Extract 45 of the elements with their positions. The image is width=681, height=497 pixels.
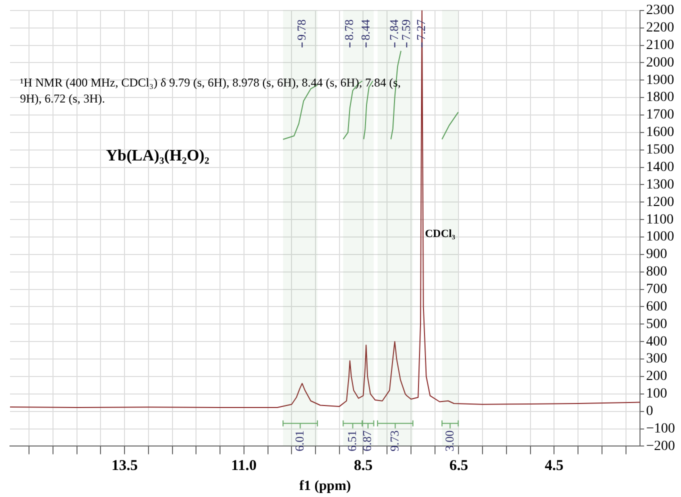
y-tick-label: 1100 <box>646 212 674 228</box>
y-tick-label: −200 <box>646 438 676 454</box>
y-tick-label: 400 <box>646 334 668 350</box>
band-label: 3.00 <box>442 430 456 452</box>
y-tick-label: 300 <box>646 352 668 367</box>
y-tick-label: 700 <box>646 282 668 297</box>
band-label: 9.73 <box>387 430 402 452</box>
band-label: 6.51 <box>344 430 359 452</box>
y-tick-label: 200 <box>646 369 668 384</box>
y-tick-label: 2000 <box>646 55 674 70</box>
y-tick-label: 1800 <box>646 90 674 106</box>
y-tick-label: 1000 <box>646 230 674 245</box>
x-tick-label: 4.5 <box>544 458 564 474</box>
y-tick-label: 1200 <box>646 194 674 210</box>
band-label: 6.87 <box>360 430 374 452</box>
x-tick-label: 6.5 <box>449 458 468 474</box>
y-tick-label: 1300 <box>646 177 674 192</box>
y-tick-label: −100 <box>646 421 676 436</box>
band-label: 6.01 <box>292 430 306 452</box>
annotation: 9.78 <box>294 19 308 40</box>
x-axis-title: f1 (ppm) <box>299 479 352 494</box>
annotation: CDCl₃ <box>424 228 456 240</box>
y-tick-label: 1900 <box>646 72 674 88</box>
y-tick-label: 1400 <box>646 160 674 175</box>
y-tick-label: 1700 <box>646 108 674 123</box>
y-tick-label: 2200 <box>646 20 674 36</box>
y-tick-label: 800 <box>646 264 668 280</box>
x-tick-label: 11.0 <box>231 458 257 474</box>
annotation: 8.44 <box>358 19 372 40</box>
y-tick-label: 2300 <box>646 3 674 18</box>
y-tick-label: 900 <box>646 247 668 262</box>
annotation: Yb(LA)₃(H₂O)₂ <box>106 147 210 164</box>
y-tick-label: 1500 <box>646 142 674 158</box>
annotation: 7.59 <box>398 19 413 40</box>
y-tick-label: 600 <box>646 299 668 314</box>
y-tick-label: 2100 <box>646 38 674 53</box>
y-tick-label: 0 <box>646 404 654 420</box>
y-tick-label: 1600 <box>646 125 674 140</box>
y-tick-label: 100 <box>646 386 668 402</box>
x-tick-label: 8.5 <box>354 458 373 474</box>
x-tick-label: 13.5 <box>111 458 138 474</box>
y-tick-label: 500 <box>646 316 668 332</box>
annotation: 7.84 <box>386 19 401 40</box>
annotation: 7.27 <box>414 19 428 40</box>
annotation: 8.78 <box>342 19 356 40</box>
